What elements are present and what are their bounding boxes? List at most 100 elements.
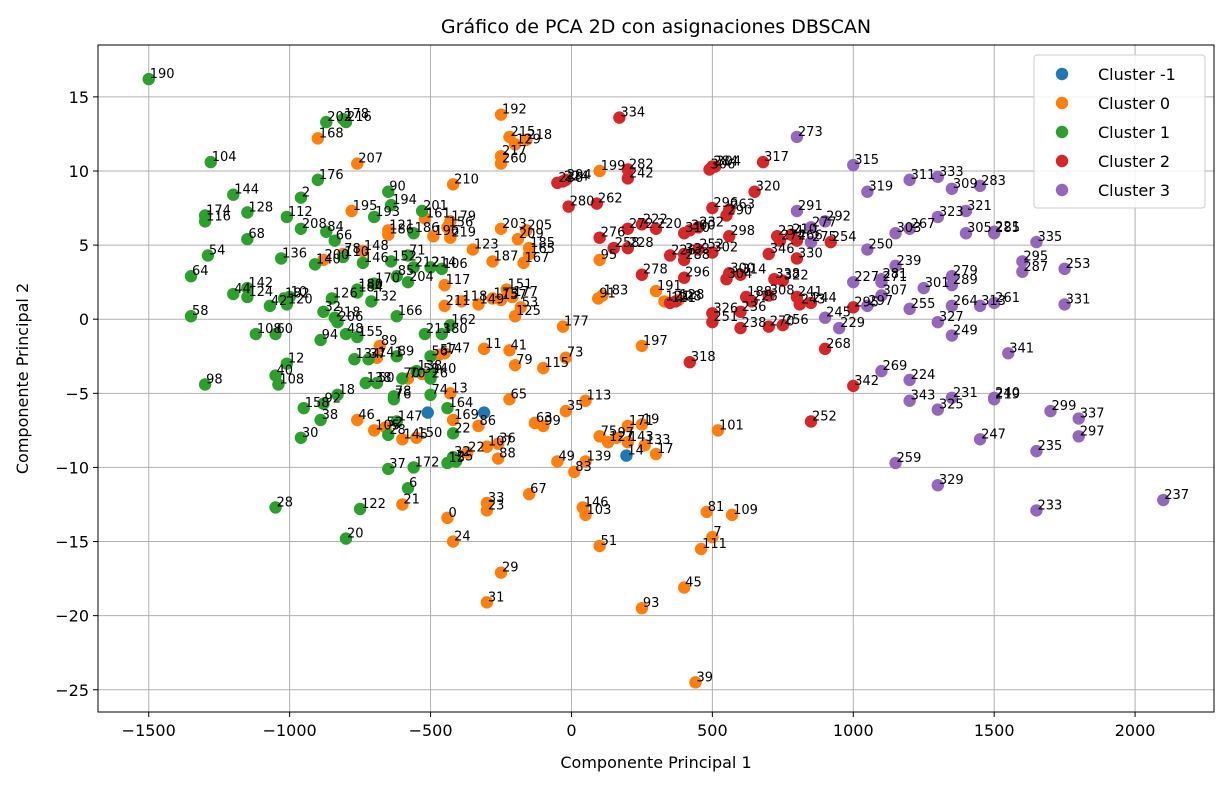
data-point bbox=[198, 215, 212, 228]
data-point bbox=[308, 258, 322, 271]
point-label: 240 bbox=[995, 386, 1020, 401]
data-point bbox=[593, 231, 606, 244]
legend-label: Cluster -1 bbox=[1098, 65, 1176, 84]
data-point bbox=[931, 403, 945, 416]
data-point bbox=[579, 394, 592, 407]
point-label: 92 bbox=[324, 392, 341, 407]
data-point bbox=[424, 350, 437, 363]
point-label: 300 bbox=[730, 261, 755, 276]
point-label: 229 bbox=[840, 316, 865, 331]
data-point bbox=[593, 164, 606, 178]
data-point bbox=[706, 201, 719, 215]
data-point bbox=[508, 358, 522, 372]
data-point bbox=[689, 676, 702, 689]
legend-label: Cluster 1 bbox=[1098, 123, 1170, 142]
point-label: 168 bbox=[319, 126, 344, 141]
point-label: 0 bbox=[448, 506, 456, 521]
point-label: 120 bbox=[288, 292, 313, 307]
x-tick-label: −1000 bbox=[263, 721, 317, 740]
point-label: 218 bbox=[336, 306, 361, 321]
point-label: 95 bbox=[601, 248, 618, 263]
point-label: 158 bbox=[305, 396, 330, 411]
point-label: 148 bbox=[364, 239, 389, 254]
point-label: 236 bbox=[742, 300, 767, 315]
point-label: 50 bbox=[378, 371, 395, 386]
data-point bbox=[184, 310, 198, 323]
point-label: 252 bbox=[699, 238, 724, 253]
point-label: 144 bbox=[234, 183, 259, 198]
point-label: 299 bbox=[1052, 399, 1077, 414]
data-point bbox=[889, 259, 902, 273]
data-point bbox=[694, 542, 708, 556]
data-point bbox=[477, 342, 491, 356]
data-point bbox=[263, 299, 277, 313]
data-point bbox=[692, 221, 705, 234]
point-label: 196 bbox=[434, 224, 459, 239]
data-point bbox=[314, 413, 327, 427]
data-point bbox=[931, 210, 945, 224]
data-point bbox=[621, 436, 635, 449]
data-point bbox=[593, 539, 606, 553]
data-point bbox=[415, 204, 429, 218]
point-label: 338 bbox=[775, 267, 800, 282]
data-point bbox=[711, 424, 725, 437]
point-label: 303 bbox=[897, 221, 922, 236]
point-label: 57 bbox=[440, 343, 457, 358]
data-point bbox=[875, 289, 888, 302]
point-label: 292 bbox=[826, 209, 851, 224]
point-label: 56 bbox=[432, 344, 449, 359]
data-point bbox=[466, 243, 480, 256]
point-label: 84 bbox=[327, 220, 344, 235]
data-point bbox=[556, 320, 570, 333]
plot-frame bbox=[97, 44, 1215, 713]
data-point bbox=[494, 108, 508, 121]
point-label: 272 bbox=[629, 217, 654, 232]
point-label: 108 bbox=[257, 322, 282, 337]
point-label: 277 bbox=[812, 215, 837, 230]
point-label: 93 bbox=[643, 596, 660, 611]
point-label: 66 bbox=[336, 229, 353, 244]
point-label: 208 bbox=[302, 217, 327, 232]
point-label: 321 bbox=[967, 199, 992, 214]
point-label: 48 bbox=[347, 322, 364, 337]
point-label: 20 bbox=[347, 527, 364, 542]
data-point bbox=[486, 292, 499, 305]
legend-marker bbox=[1055, 67, 1069, 81]
data-point bbox=[424, 388, 437, 402]
point-label: 71 bbox=[409, 243, 426, 258]
point-label: 149 bbox=[479, 292, 504, 307]
point-label: 63 bbox=[536, 411, 553, 426]
point-label: 242 bbox=[629, 166, 654, 181]
point-label: 233 bbox=[1037, 498, 1062, 513]
point-label: 124 bbox=[248, 285, 273, 300]
point-label: 291 bbox=[798, 199, 823, 214]
point-label: 313 bbox=[981, 294, 1006, 309]
point-label: 258 bbox=[615, 236, 640, 251]
data-point bbox=[1058, 262, 1071, 276]
data-point bbox=[596, 289, 609, 302]
point-label: 2 bbox=[302, 186, 310, 201]
point-label: 251 bbox=[713, 310, 738, 325]
point-label: 123 bbox=[474, 238, 499, 253]
data-point bbox=[249, 327, 263, 341]
data-point bbox=[396, 433, 409, 446]
point-label: 329 bbox=[939, 473, 964, 488]
data-point bbox=[339, 115, 353, 129]
data-point bbox=[294, 191, 308, 204]
data-point bbox=[723, 267, 736, 280]
point-label: 270 bbox=[770, 315, 795, 330]
legend-label: Cluster 0 bbox=[1098, 94, 1170, 113]
data-point bbox=[367, 424, 381, 437]
data-point bbox=[610, 431, 623, 444]
point-label: 109 bbox=[733, 503, 758, 518]
point-label: 177 bbox=[564, 315, 589, 330]
point-label: 58 bbox=[192, 304, 209, 319]
data-point bbox=[1072, 412, 1085, 425]
data-point bbox=[1157, 493, 1170, 507]
data-point bbox=[480, 596, 494, 609]
point-label: 288 bbox=[685, 248, 710, 263]
data-point bbox=[562, 200, 575, 213]
point-label: 128 bbox=[248, 200, 273, 215]
data-point bbox=[537, 361, 550, 375]
data-point bbox=[356, 244, 370, 258]
